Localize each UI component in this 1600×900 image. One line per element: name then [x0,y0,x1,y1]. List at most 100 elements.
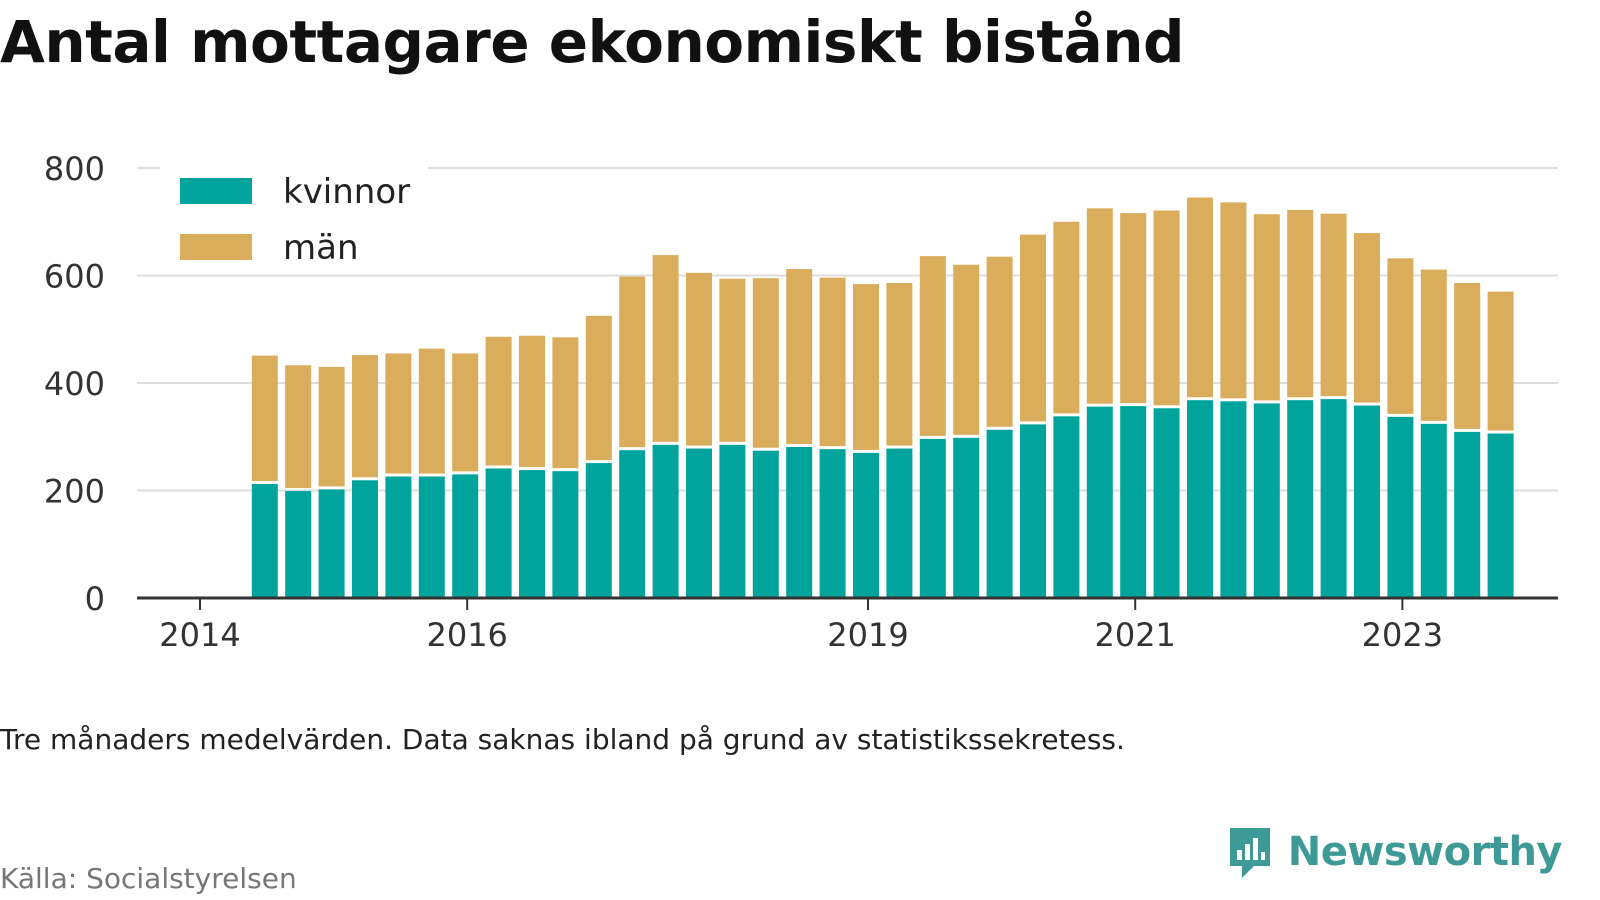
bar-kvinnor [686,448,712,598]
x-tick-label: 2023 [1362,616,1443,654]
bar-kvinnor [1120,406,1147,598]
bar-man [1153,210,1180,406]
bar-kvinnor [285,491,312,598]
bar-kvinnor [385,476,412,598]
bar-man [786,269,813,444]
bar-man [1320,213,1347,397]
bar-man [1053,221,1080,414]
x-tick-label: 2016 [426,616,507,654]
bar-kvinnor [1387,416,1414,598]
y-tick-label: 600 [44,258,105,296]
bar-kvinnor [752,450,779,598]
bar-man [853,284,879,450]
bar-kvinnor [1187,400,1213,598]
bar-kvinnor [1487,433,1514,598]
bar-kvinnor [1220,401,1247,598]
bar-man [1020,234,1046,422]
bar-man [886,283,913,446]
chart-note: Tre månaders medelvärden. Data saknas ib… [0,723,1125,756]
x-tick-label: 2014 [159,616,240,654]
bar-kvinnor [1420,423,1447,598]
bar-kvinnor [786,446,813,598]
bar-kvinnor [853,452,879,598]
bar-man [686,272,712,446]
bar-man [1220,202,1247,399]
y-tick-label: 400 [44,365,105,403]
bar-kvinnor [1253,403,1280,598]
bar-kvinnor [452,474,479,598]
bar-man [1454,283,1481,429]
bar-kvinnor [519,470,545,598]
bar-kvinnor [1086,406,1113,598]
bar-man [719,278,746,442]
bars [251,197,1514,598]
bar-kvinnor [485,468,512,598]
chart-title: Antal mottagare ekonomiskt bistånd [0,8,1185,76]
bar-man [1420,269,1447,421]
bar-man [485,336,512,466]
brand-name: Newsworthy [1287,829,1563,875]
bar-man [452,353,479,472]
bar-man [1120,213,1147,404]
bar-kvinnor [1354,405,1380,598]
bar-man [519,335,545,468]
bar-man [619,276,646,448]
brand-logo: Newsworthy [1226,824,1563,880]
bar-man [1253,214,1280,401]
bar-kvinnor [251,484,278,598]
bar-kvinnor [919,438,946,598]
bar-man [285,365,312,489]
bar-man [251,355,278,482]
bar-kvinnor [1454,431,1481,598]
bar-man [1387,258,1414,414]
source-credit: Källa: Socialstyrelsen [0,862,297,895]
bar-kvinnor [1287,400,1314,598]
bar-man [352,355,378,478]
legend-label-man: män [283,228,359,268]
bar-kvinnor [886,448,913,598]
bar-man [752,278,779,448]
bar-man [1287,209,1314,398]
bar-man [819,277,846,447]
bar-kvinnor [819,449,846,598]
y-tick-label: 800 [44,150,105,188]
bar-kvinnor [986,429,1013,598]
bar-kvinnor [1153,408,1180,598]
bar-man [418,348,445,474]
x-tick-label: 2019 [827,616,908,654]
x-axis-ticks: 2014 2016 2019 2021 2023 [159,598,1443,654]
bar-kvinnor [318,489,345,598]
bar-kvinnor [418,476,445,598]
bar-kvinnor [1320,399,1347,598]
newsworthy-logo-icon [1229,828,1270,878]
bar-man [552,337,579,469]
legend-label-kvinnor: kvinnor [283,172,410,212]
bar-man [1086,208,1113,404]
bar-man [585,315,612,461]
bar-man [318,366,345,487]
bar-kvinnor [552,471,579,598]
y-axis-ticks: 0 200 400 600 800 [44,150,105,618]
y-tick-label: 200 [44,473,105,511]
legend-swatch-kvinnor [180,178,252,204]
bar-kvinnor [1020,424,1046,598]
bar-chart: kvinnor män 2014 2016 2019 2021 2023 0 200 400… [44,150,1558,654]
bar-kvinnor [719,444,746,598]
legend-swatch-man [180,234,252,260]
bar-man [652,255,679,442]
bar-kvinnor [953,437,980,598]
bar-kvinnor [585,463,612,598]
bar-man [919,256,946,436]
bar-man [1487,291,1514,431]
bar-man [986,256,1013,427]
bar-kvinnor [619,450,646,598]
bar-man [385,353,412,474]
x-tick-label: 2021 [1094,616,1175,654]
bar-kvinnor [652,444,679,598]
y-tick-label: 0 [85,580,105,618]
bar-man [1354,233,1380,403]
bar-kvinnor [352,480,378,598]
bar-kvinnor [1053,416,1080,598]
legend: kvinnor män [160,157,428,271]
bar-man [1187,197,1213,398]
